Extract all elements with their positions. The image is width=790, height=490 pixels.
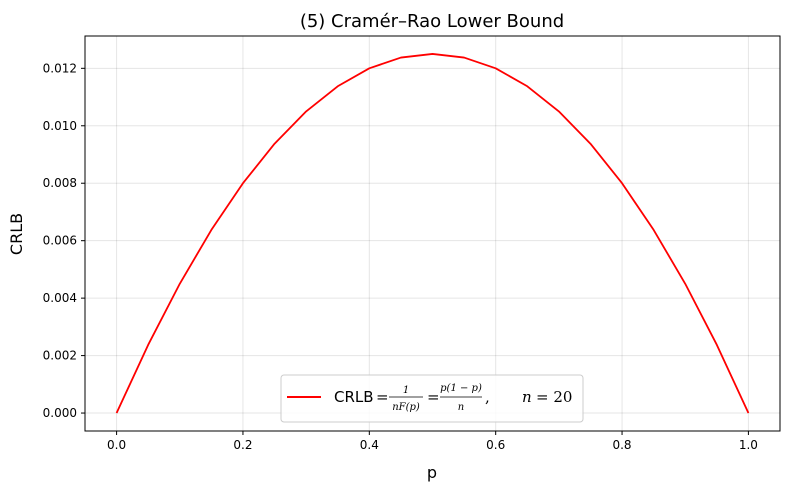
series-layer [115, 53, 750, 414]
legend-n-value: = 20 [536, 388, 572, 406]
y-tick-label: 0.012 [43, 61, 77, 75]
y-tick-label: 0.002 [43, 349, 77, 363]
x-tick-label: 0.8 [612, 438, 631, 452]
x-tick-label: 0.4 [360, 438, 379, 452]
x-axis: 0.0 0.2 0.4 0.6 0.8 1.0 [107, 431, 758, 452]
legend-frac2-num: p(1 − p) [440, 383, 482, 394]
y-tick-label: 0.008 [43, 176, 77, 190]
y-tick-label: 0.010 [43, 119, 77, 133]
legend-box [280, 374, 584, 423]
legend-prefix: CRLB [334, 388, 374, 406]
legend-eq-2: = [427, 388, 440, 406]
x-tick-label: 1.0 [739, 438, 758, 452]
y-tick-label: 0.004 [43, 291, 77, 305]
plot-area: 0.0 0.2 0.4 0.6 0.8 1.0 0.0000.0020.0040.0060… [43, 35, 781, 452]
series-line [115, 53, 750, 414]
y-tick-label: 0.000 [43, 406, 77, 420]
chart-title: (5) Cramér–Rao Lower Bound [300, 11, 564, 32]
x-tick-label: 0.2 [233, 438, 252, 452]
grid [85, 36, 780, 431]
legend-frac2-den: n [458, 402, 464, 413]
x-tick-label: 0.0 [107, 438, 126, 452]
legend: CRLB = 1 nF(p) = p(1 − p) n , n = 20 [280, 374, 584, 423]
y-axis: 0.000 0.002 0.004 0.006 0.008 0.010 0.012 [43, 61, 85, 420]
legend-frac1-den: nF(p) [392, 402, 420, 413]
y-axis-label: CRLB [7, 213, 26, 255]
legend-eq-1: = [376, 388, 389, 406]
plot-frame [84, 35, 781, 432]
x-axis-label: p [427, 463, 437, 482]
legend-n: n [522, 388, 532, 406]
x-tick-label: 0.6 [486, 438, 505, 452]
y-tick-label: 0.006 [43, 234, 77, 248]
legend-frac1-num: 1 [403, 385, 409, 396]
legend-comma: , [485, 388, 490, 406]
